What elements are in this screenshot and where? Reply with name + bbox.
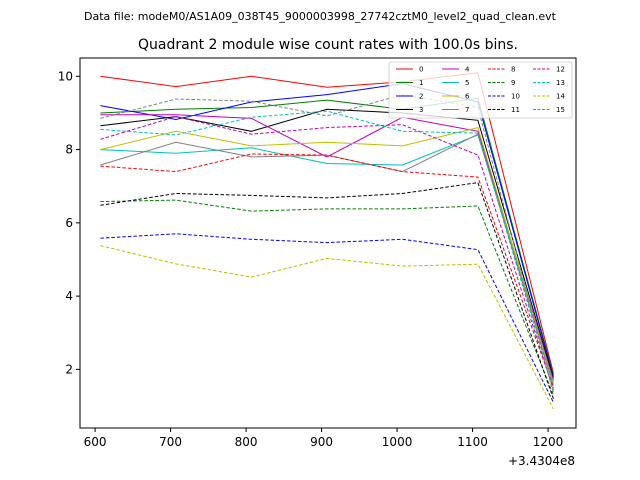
x-tick-label: 1000 [382,435,413,449]
legend-label-5: 5 [465,79,469,87]
series-line-4 [100,114,554,381]
legend-label-15: 15 [556,106,565,114]
series-layer [100,72,554,410]
suptitle: Data file: modeM0/AS1A09_038T45_90000039… [84,10,557,23]
legend-label-7: 7 [465,106,469,114]
y-tick-label: 6 [65,216,73,230]
legend-label-14: 14 [556,93,565,101]
legend-label-3: 3 [419,106,423,114]
legend-label-1: 1 [419,79,423,87]
x-tick-label: 700 [159,435,182,449]
series-line-11 [100,182,554,399]
y-tick-label: 4 [65,289,73,303]
legend-label-2: 2 [419,93,423,101]
legend-label-13: 13 [556,79,565,87]
series-line-3 [100,108,554,379]
series-line-10 [100,233,554,403]
y-axis: 2 4 6 8 10 [58,69,80,376]
legend-box [388,61,573,119]
x-offset-label: +3.4304e8 [508,454,575,468]
series-line-8 [100,153,554,388]
y-tick-label: 10 [58,69,73,83]
x-tick-label: 900 [310,435,333,449]
series-line-1 [100,97,554,376]
legend-label-11: 11 [511,106,520,114]
legend-label-6: 6 [465,93,470,101]
series-line-6 [100,127,554,385]
y-tick-label: 8 [65,143,73,157]
legend-label-8: 8 [511,66,515,74]
series-line-7 [100,133,554,387]
series-line-14 [100,245,554,410]
legend-label-0: 0 [419,66,423,74]
y-tick-label: 2 [65,362,73,376]
legend-label-9: 9 [511,79,515,87]
x-tick-label: 600 [84,435,107,449]
x-axis: 600 700 800 900 1000 1100 1200 [84,428,564,449]
chart-title: Quadrant 2 module wise count rates with … [138,37,518,53]
x-tick-label: 800 [235,435,258,449]
axes-frame [79,57,577,429]
legend-label-10: 10 [511,93,520,101]
series-line-9 [100,199,554,396]
legend-label-4: 4 [465,66,470,74]
series-line-15 [100,94,554,394]
series-line-12 [100,116,554,390]
x-tick-label: 1200 [533,435,564,449]
legend-label-12: 12 [556,66,565,74]
series-line-13 [100,110,554,392]
x-tick-label: 1100 [457,435,488,449]
